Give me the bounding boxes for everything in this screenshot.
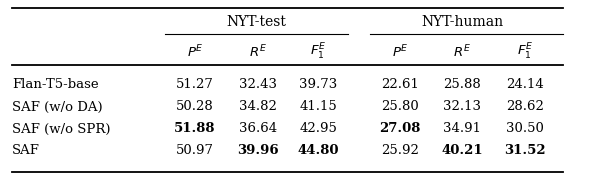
Text: 40.21: 40.21 [441,145,483,158]
Text: 25.88: 25.88 [443,78,481,92]
Text: 39.96: 39.96 [237,145,279,158]
Text: 24.14: 24.14 [506,78,544,92]
Text: NYT-human: NYT-human [421,15,503,29]
Text: 44.80: 44.80 [297,145,339,158]
Text: 32.43: 32.43 [239,78,277,92]
Text: 34.91: 34.91 [443,123,481,135]
Text: 22.61: 22.61 [381,78,419,92]
Text: 28.62: 28.62 [506,100,544,113]
Text: 34.82: 34.82 [239,100,277,113]
Text: $R^E$: $R^E$ [249,44,267,60]
Text: SAF: SAF [12,145,40,158]
Text: 51.27: 51.27 [176,78,214,92]
Text: 36.64: 36.64 [239,123,277,135]
Text: $F_1^E$: $F_1^E$ [310,42,326,62]
Text: SAF (w/o DA): SAF (w/o DA) [12,100,103,113]
Text: Flan-T5-base: Flan-T5-base [12,78,98,92]
Text: 51.88: 51.88 [174,123,216,135]
Text: 50.97: 50.97 [176,145,214,158]
Text: $F_1^E$: $F_1^E$ [517,42,533,62]
Text: 32.13: 32.13 [443,100,481,113]
Text: $P^E$: $P^E$ [392,44,409,60]
Text: 31.52: 31.52 [504,145,546,158]
Text: $P^E$: $P^E$ [187,44,203,60]
Text: NYT-test: NYT-test [227,15,286,29]
Text: 39.73: 39.73 [299,78,337,92]
Text: 30.50: 30.50 [506,123,544,135]
Text: SAF (w/o SPR): SAF (w/o SPR) [12,123,111,135]
Text: 50.28: 50.28 [176,100,214,113]
Text: 27.08: 27.08 [379,123,421,135]
Text: 25.80: 25.80 [381,100,419,113]
Text: 41.15: 41.15 [299,100,337,113]
Text: 42.95: 42.95 [299,123,337,135]
Text: $R^E$: $R^E$ [453,44,471,60]
Text: 25.92: 25.92 [381,145,419,158]
